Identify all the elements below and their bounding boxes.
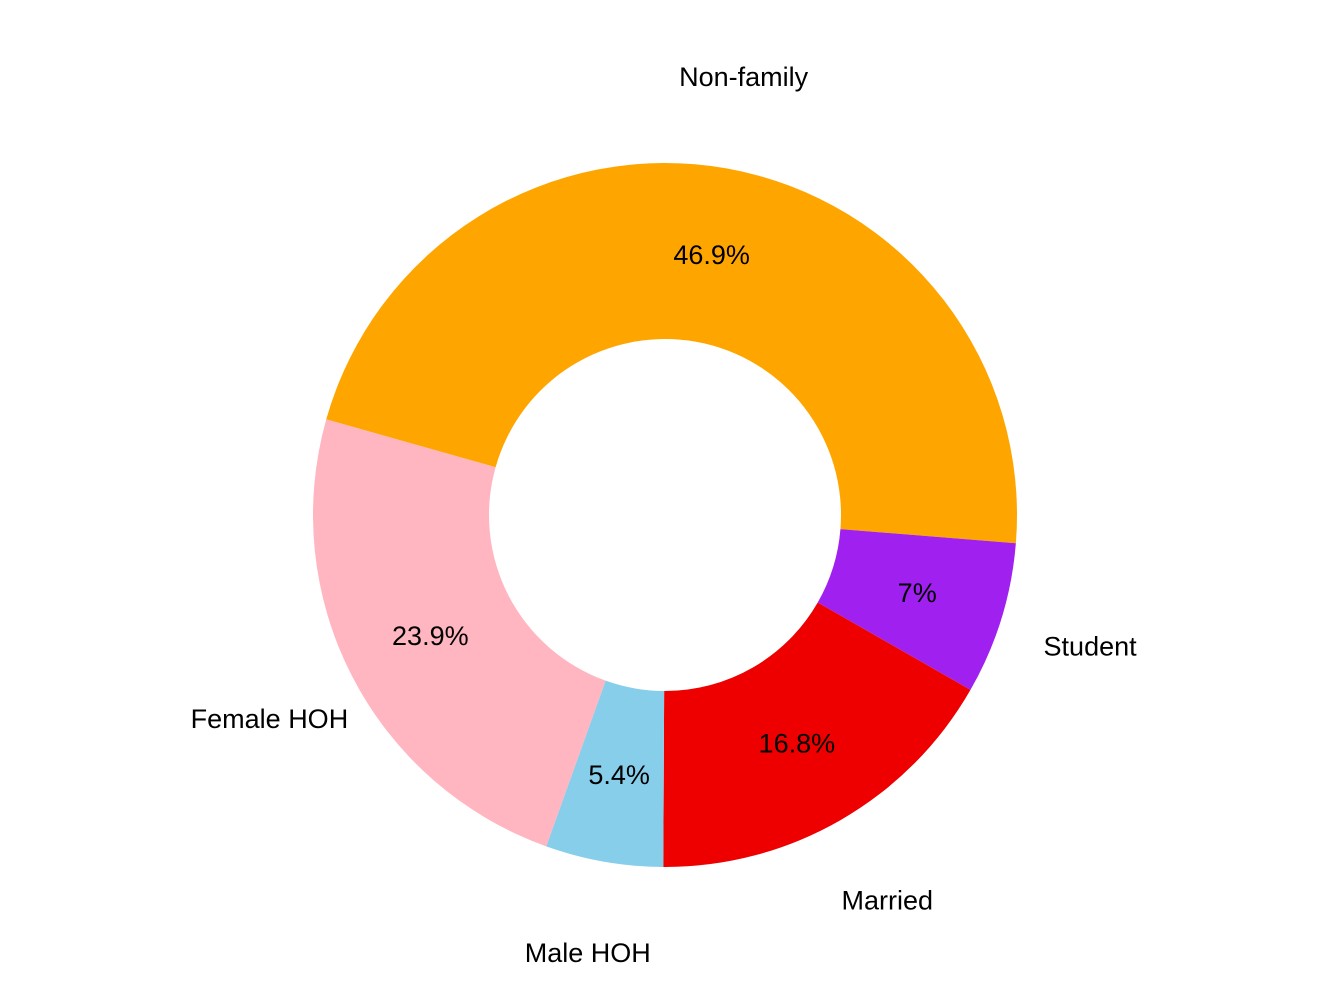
percent-labels-group: 46.9% 7% 16.8% 5.4% 23.9% bbox=[392, 240, 937, 790]
category-label-married: Married bbox=[841, 886, 933, 916]
percent-label-married: 16.8% bbox=[759, 729, 836, 759]
percent-label-student: 7% bbox=[898, 578, 937, 608]
category-label-female-hoh: Female HOH bbox=[191, 704, 349, 734]
slice-non-family bbox=[326, 163, 1018, 544]
category-label-non-family: Non-family bbox=[679, 62, 809, 92]
slice-male-hoh bbox=[546, 680, 665, 867]
category-labels-group: Non-family Student Married Male HOH Female H… bbox=[191, 62, 1137, 968]
category-label-male-hoh: Male HOH bbox=[525, 938, 651, 968]
slice-married bbox=[663, 602, 971, 867]
category-label-student: Student bbox=[1044, 632, 1138, 662]
percent-label-non-family: 46.9% bbox=[673, 240, 750, 270]
percent-label-female-hoh: 23.9% bbox=[392, 621, 469, 651]
slices-group bbox=[313, 163, 1018, 867]
slice-student bbox=[817, 529, 1016, 690]
percent-label-male-hoh: 5.4% bbox=[588, 760, 650, 790]
slice-female-hoh bbox=[313, 419, 606, 847]
